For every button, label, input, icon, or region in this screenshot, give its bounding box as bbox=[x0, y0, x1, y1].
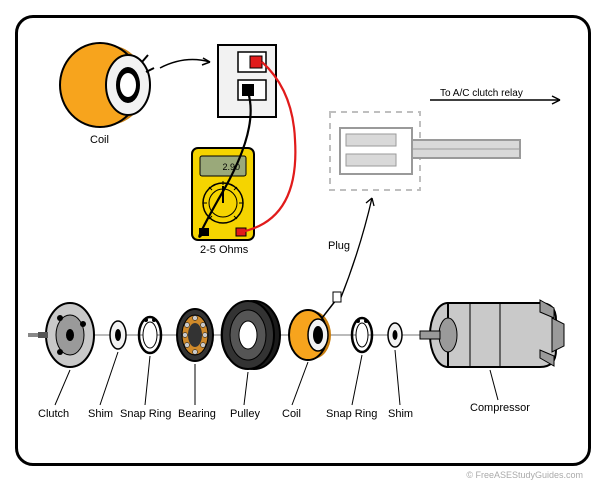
clutch-plate-icon bbox=[28, 303, 94, 367]
label-snap2: Snap Ring bbox=[326, 408, 377, 420]
coil-top-icon bbox=[60, 43, 154, 127]
diagram-svg: 2.90 bbox=[0, 0, 605, 500]
diagram-stage: 2.90 bbox=[0, 0, 605, 500]
label-compressor: Compressor bbox=[470, 402, 530, 414]
bearing-icon bbox=[177, 309, 213, 361]
label-coil-top: Coil bbox=[90, 134, 109, 146]
pulley-icon bbox=[221, 301, 280, 369]
label-plug: Plug bbox=[328, 240, 350, 252]
exploded-row bbox=[28, 292, 564, 369]
label-bearing: Bearing bbox=[178, 408, 216, 420]
label-shim2: Shim bbox=[388, 408, 413, 420]
label-clutch: Clutch bbox=[38, 408, 69, 420]
label-shim1: Shim bbox=[88, 408, 113, 420]
compressor-icon bbox=[420, 300, 564, 367]
multimeter-icon: 2.90 bbox=[192, 148, 254, 240]
label-multimeter: 2-5 Ohms bbox=[200, 244, 248, 256]
label-relay: To A/C clutch relay bbox=[440, 88, 523, 99]
label-snap1: Snap Ring bbox=[120, 408, 171, 420]
connector-box-icon bbox=[218, 45, 276, 117]
label-coil-bot: Coil bbox=[282, 408, 301, 420]
arrow-coil-to-box bbox=[160, 58, 210, 68]
shim2-icon bbox=[388, 323, 402, 347]
label-pulley: Pulley bbox=[230, 408, 260, 420]
shim1-icon bbox=[110, 321, 126, 349]
relay-plug-icon bbox=[330, 112, 520, 190]
watermark-text: © FreeASEStudyGuides.com bbox=[466, 470, 583, 480]
leader-lines bbox=[55, 350, 498, 405]
coil-bottom-icon bbox=[289, 292, 341, 360]
